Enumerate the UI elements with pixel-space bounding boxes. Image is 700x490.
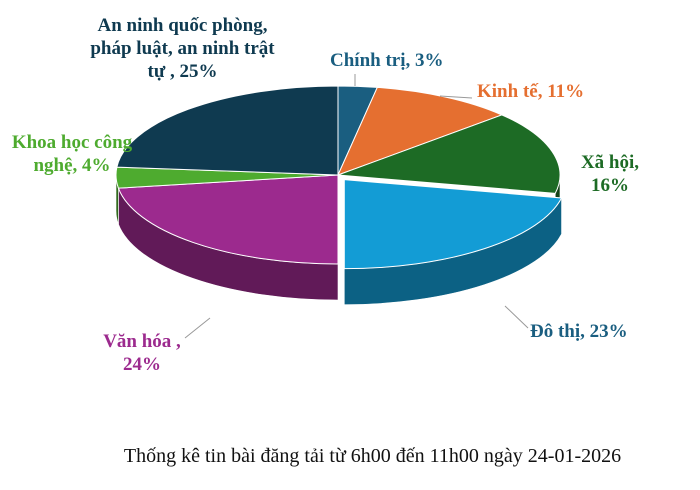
- label-an-ninh: An ninh quốc phòng, pháp luật, an ninh t…: [90, 15, 275, 82]
- pie-slice-4: [117, 174, 339, 265]
- pie-slice-2: [337, 114, 561, 194]
- pie-slice-1: [337, 86, 504, 176]
- leader-line-2: [504, 305, 529, 329]
- label-xa-hoi: Xã hội, 16%: [580, 152, 640, 196]
- label-do-thi: Đô thị, 23%: [530, 321, 628, 342]
- pie-slice-3: [343, 179, 563, 270]
- label-chinh-tri: Chính trị, 3%: [330, 50, 444, 71]
- leader-line-1: [439, 95, 473, 99]
- label-kinh-te: Kinh tế, 11%: [477, 81, 585, 102]
- label-van-hoa: Văn hóa , 24%: [103, 331, 181, 375]
- leader-line-3: [184, 317, 211, 339]
- chart-caption: Thống kê tin bài đăng tải từ 6h00 đến 11…: [123, 445, 622, 467]
- pie-slice-6: [116, 85, 339, 176]
- label-khoa-hoc: Khoa học công nghệ, 4%: [11, 132, 133, 176]
